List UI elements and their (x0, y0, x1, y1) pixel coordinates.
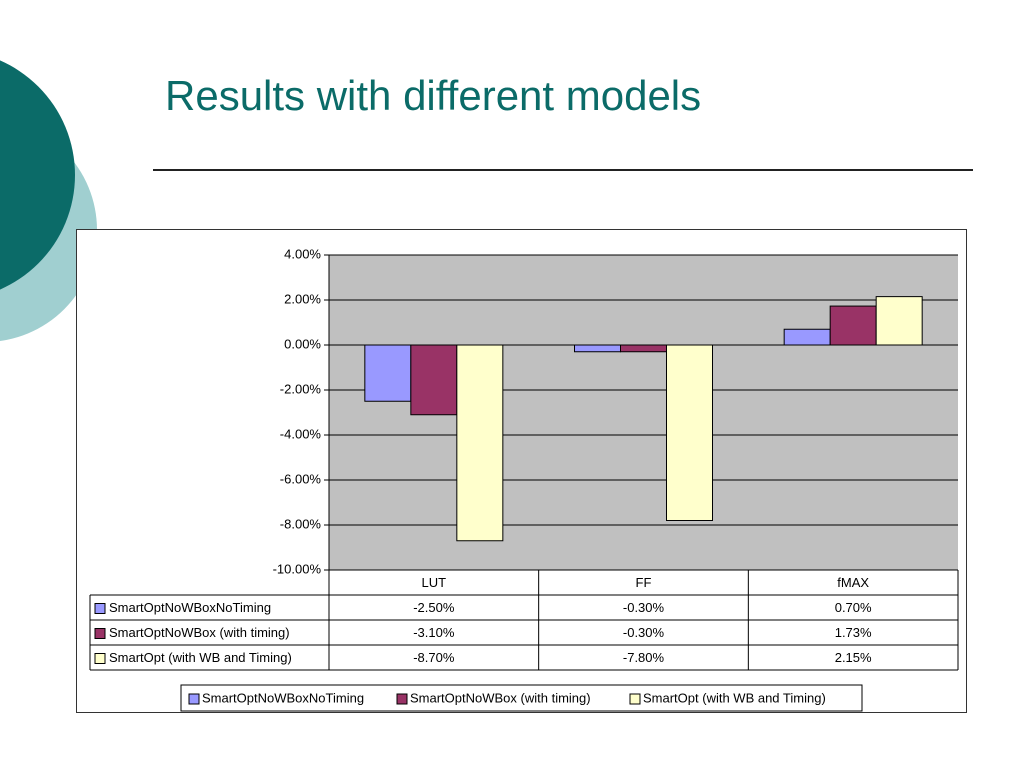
chart-frame: 4.00% 2.00% 0.00% -2.00% -4.00% -6.00% -8.00% -… (76, 229, 967, 713)
data-label: -7.80% (623, 650, 665, 665)
bar (456, 344, 504, 542)
data-label: -0.30% (623, 600, 665, 615)
bar (620, 344, 667, 353)
legend (180, 684, 863, 712)
category-label: LUT (422, 575, 447, 590)
legend-swatch (629, 693, 641, 705)
table-legend-swatch (94, 603, 106, 614)
bar (364, 344, 412, 402)
category-label: FF (636, 575, 652, 590)
table-legend-swatch (94, 653, 106, 664)
bar (666, 344, 713, 521)
y-tick-label: 0.00% (284, 336, 321, 351)
y-tick-label: -2.00% (280, 381, 322, 396)
table-series-name: SmartOptNoWBoxNoTiming (109, 600, 271, 615)
dark-teal-circle (0, 60, 75, 290)
data-label: -8.70% (413, 650, 455, 665)
data-label: -2.50% (413, 600, 455, 615)
data-label: -0.30% (623, 625, 665, 640)
y-tick-label: -10.00% (273, 561, 322, 576)
bar (829, 305, 877, 346)
table-series-name: SmartOptNoWBox (with timing) (109, 625, 290, 640)
table-legend-swatch (94, 628, 106, 639)
title-divider (153, 169, 973, 171)
table-series-name: SmartOpt (with WB and Timing) (109, 650, 292, 665)
legend-entry: SmartOptNoWBoxNoTiming (202, 690, 364, 705)
decorative-circles (0, 60, 97, 341)
bar (875, 296, 923, 346)
bar-chart: 4.00% 2.00% 0.00% -2.00% -4.00% -6.00% -8.00% -… (89, 246, 959, 712)
y-tick-label: 2.00% (284, 291, 321, 306)
y-tick-label: -8.00% (280, 516, 322, 531)
slide-title: Results with different models (165, 72, 702, 119)
bar (410, 344, 458, 416)
legend-entry: SmartOptNoWBox (with timing) (410, 690, 591, 705)
bar (574, 344, 621, 353)
y-tick-label: 4.00% (284, 246, 321, 261)
data-label: 2.15% (835, 650, 872, 665)
bar (783, 328, 831, 346)
legend-entry: SmartOpt (with WB and Timing) (643, 690, 826, 705)
y-tick-label: -4.00% (280, 426, 322, 441)
category-label: fMAX (837, 575, 869, 590)
legend-swatch (188, 693, 200, 705)
data-label: 1.73% (835, 625, 872, 640)
data-label: -3.10% (413, 625, 455, 640)
data-label: 0.70% (835, 600, 872, 615)
y-tick-label: -6.00% (280, 471, 322, 486)
legend-swatch (396, 693, 408, 705)
